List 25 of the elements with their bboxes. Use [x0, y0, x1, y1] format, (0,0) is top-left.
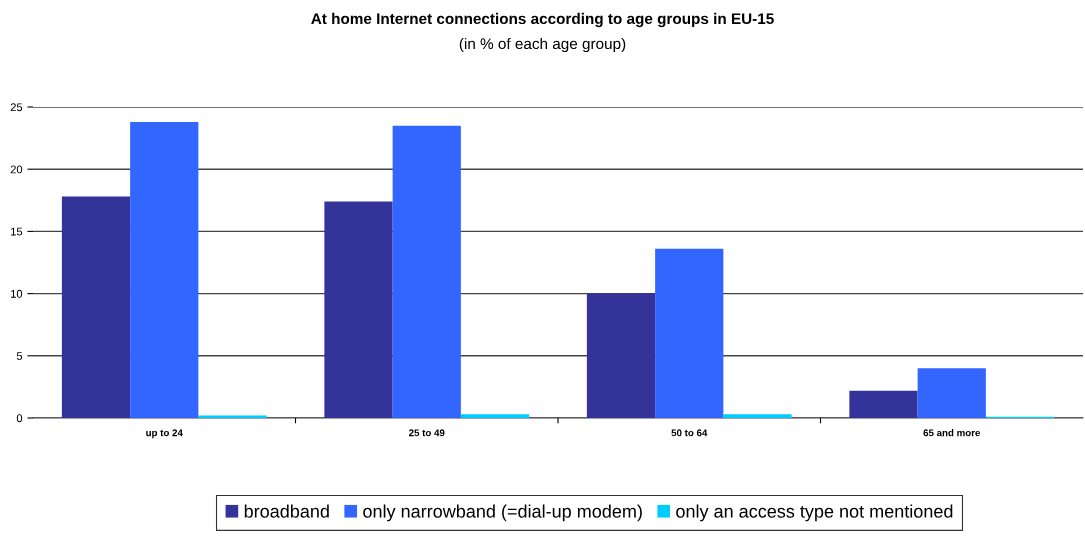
x-tick-label: up to 24 [146, 429, 183, 439]
y-tick-label: 0 [16, 414, 23, 423]
x-tick-label: 50 to 64 [671, 429, 708, 437]
legend-label: only an access type not mentioned [676, 504, 953, 522]
bar [723, 414, 792, 418]
legend-label: only narrowband (=dial-up modem) [363, 504, 642, 522]
bar [849, 390, 918, 418]
bar [655, 248, 724, 418]
chart-subtitle: (in % of each age group) [459, 37, 626, 53]
x-tick-label: 65 and more [923, 429, 981, 437]
y-tick-label: 15 [11, 227, 23, 236]
x-tick-label: 25 to 49 [408, 429, 445, 437]
bar [130, 121, 199, 418]
legend-label: broadband [244, 504, 329, 518]
bar [586, 293, 656, 418]
y-tick-label: 5 [16, 352, 23, 360]
y-tick-label: 20 [10, 165, 23, 174]
bar [61, 196, 131, 418]
bar [324, 201, 393, 418]
bar [917, 368, 986, 418]
chart-title: At home Internet connections according to age groups in EU-15 [311, 12, 774, 28]
y-tick-label: 25 [10, 103, 23, 112]
bar [460, 414, 530, 418]
bar [392, 125, 461, 418]
y-tick-label: 10 [11, 289, 23, 298]
